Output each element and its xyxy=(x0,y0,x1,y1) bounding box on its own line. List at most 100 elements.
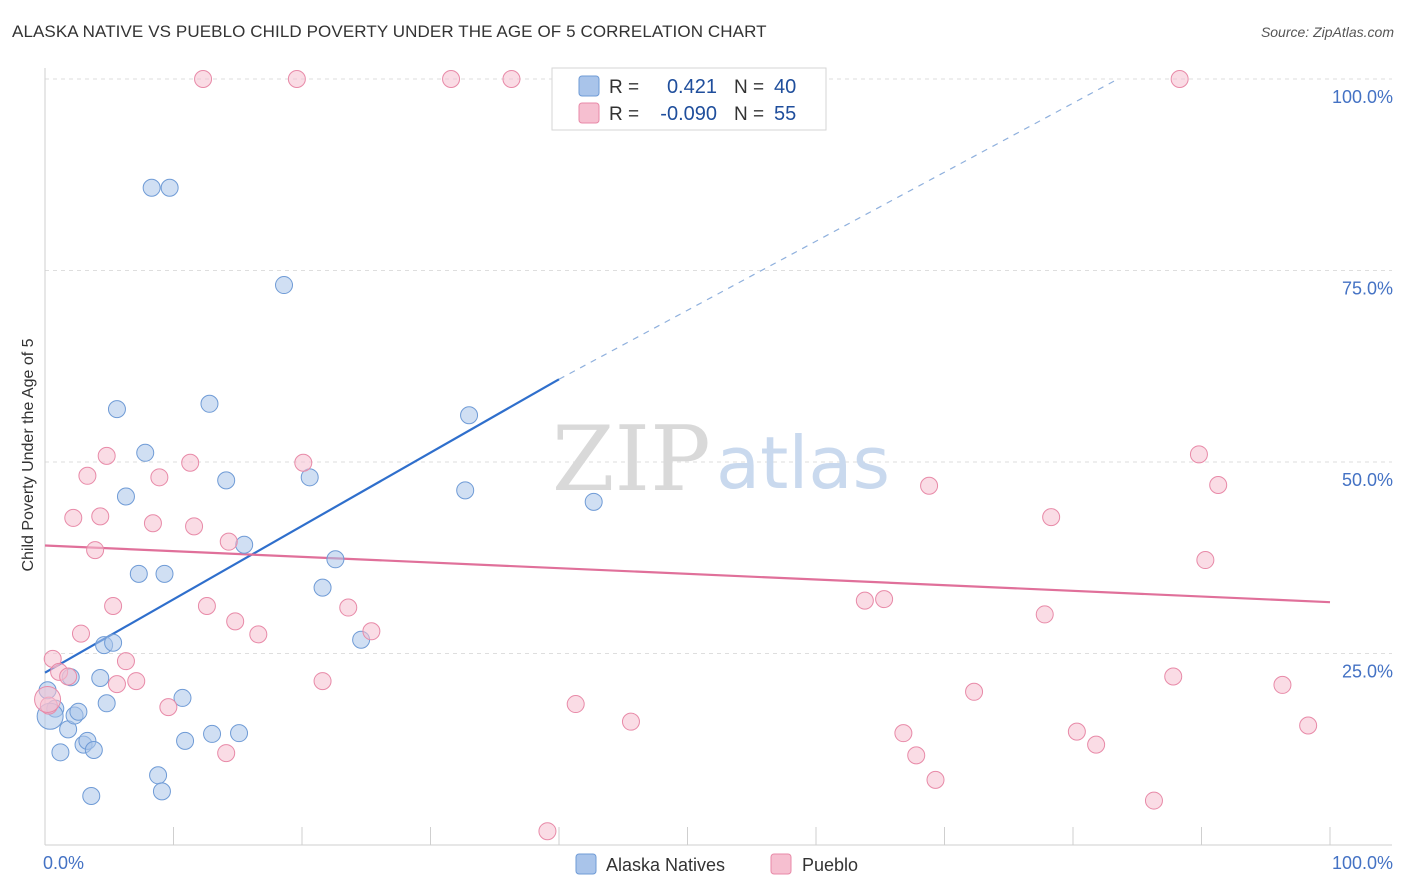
point-pueblo-41 xyxy=(965,682,984,701)
point-pueblo-47 xyxy=(1164,667,1183,686)
ticks-layer: 25.0% 50.0% 75.0% 100.0% 0.0% 100.0% xyxy=(43,87,1393,873)
point-pueblo-15 xyxy=(150,468,169,487)
grid-layer xyxy=(45,78,1392,654)
point-alaska-natives-17 xyxy=(129,564,148,583)
legend-label-pueblo: Pueblo xyxy=(802,855,858,875)
point-pueblo-11 xyxy=(107,675,126,694)
point-pueblo-42 xyxy=(1035,605,1054,624)
point-pueblo-27 xyxy=(313,672,332,691)
point-alaska-natives-14 xyxy=(104,633,123,652)
y-tick-label-3: 100.0% xyxy=(1332,87,1393,107)
point-pueblo-50 xyxy=(1196,551,1215,570)
point-pueblo-18 xyxy=(185,517,204,536)
point-alaska-natives-2 xyxy=(51,743,70,762)
stats-legend-swatch-pueblo xyxy=(578,102,600,124)
point-pueblo-9 xyxy=(97,446,116,465)
point-pueblo-32 xyxy=(538,822,557,841)
point-pueblo-19 xyxy=(194,70,213,88)
legend-swatch-alaska-natives xyxy=(575,853,597,875)
point-pueblo-36 xyxy=(875,590,894,609)
point-pueblo-45 xyxy=(1087,735,1106,754)
stats-r-label-alaska: R = xyxy=(609,77,639,98)
trendline-extension-alaska-natives xyxy=(558,78,1119,380)
trend-layer xyxy=(44,78,1331,674)
point-pueblo-5 xyxy=(71,624,90,643)
point-alaska-natives-11 xyxy=(91,669,110,688)
point-pueblo-43 xyxy=(1042,508,1061,527)
point-pueblo-22 xyxy=(219,532,238,551)
legend-swatch-pueblo xyxy=(770,853,792,875)
point-alaska-natives-36 xyxy=(456,481,475,500)
point-pueblo-52 xyxy=(1273,675,1292,694)
stats-legend-swatch-alaska xyxy=(578,75,600,97)
point-alaska-natives-20 xyxy=(149,766,168,785)
point-pueblo-46 xyxy=(1144,791,1163,810)
point-alaska-natives-34 xyxy=(326,550,345,569)
stats-n-value-pueblo: 55 xyxy=(774,103,796,125)
point-alaska-natives-31 xyxy=(275,276,294,295)
point-alaska-natives-18 xyxy=(136,443,155,462)
bottom-legend: Alaska Natives Pueblo xyxy=(575,853,858,875)
stats-r-label-pueblo: R = xyxy=(609,104,639,125)
point-pueblo-21 xyxy=(217,744,236,763)
trendline-alaska-natives xyxy=(44,378,560,674)
point-pueblo-20 xyxy=(197,597,216,616)
point-alaska-natives-27 xyxy=(203,724,222,743)
point-pueblo-39 xyxy=(920,476,939,495)
point-pueblo-54 xyxy=(34,685,62,713)
watermark-zip: ZIP xyxy=(552,407,711,512)
point-pueblo-16 xyxy=(159,698,178,717)
point-pueblo-49 xyxy=(1189,445,1208,464)
point-alaska-natives-9 xyxy=(82,786,101,805)
point-alaska-natives-15 xyxy=(107,400,126,419)
point-pueblo-44 xyxy=(1067,722,1086,741)
stats-n-label-alaska: N = xyxy=(734,77,764,98)
point-pueblo-33 xyxy=(566,695,585,714)
point-pueblo-3 xyxy=(59,667,78,686)
point-alaska-natives-37 xyxy=(460,406,479,425)
point-pueblo-24 xyxy=(249,625,268,644)
point-alaska-natives-24 xyxy=(173,688,192,707)
point-pueblo-23 xyxy=(226,612,245,631)
points-layer xyxy=(34,70,1318,841)
point-pueblo-14 xyxy=(143,514,162,533)
stats-n-label-pueblo: N = xyxy=(734,104,764,125)
point-pueblo-40 xyxy=(926,770,945,789)
y-tick-label-1: 50.0% xyxy=(1342,470,1393,490)
x-tick-label-1: 100.0% xyxy=(1332,853,1393,873)
stats-r-value-alaska: 0.421 xyxy=(667,76,717,98)
point-alaska-natives-29 xyxy=(230,724,249,743)
point-alaska-natives-30 xyxy=(235,535,254,554)
chart-source: Source: ZipAtlas.com xyxy=(1260,24,1394,40)
point-alaska-natives-23 xyxy=(160,178,179,197)
watermark-atlas: atlas xyxy=(716,421,890,505)
y-axis-title: Child Poverty Under the Age of 5 xyxy=(20,338,37,571)
point-pueblo-6 xyxy=(78,466,97,485)
point-pueblo-31 xyxy=(502,70,521,88)
legend-label-alaska-natives: Alaska Natives xyxy=(606,855,725,875)
x-tick-label-0: 0.0% xyxy=(43,853,84,873)
point-pueblo-38 xyxy=(907,746,926,765)
point-alaska-natives-16 xyxy=(116,487,135,506)
point-pueblo-29 xyxy=(362,622,381,641)
point-alaska-natives-6 xyxy=(69,702,88,721)
trendline-pueblo xyxy=(44,544,1331,604)
stats-legend: R = 0.421 N = 40 R = -0.090 N = 55 xyxy=(551,67,827,131)
stats-n-value-alaska: 40 xyxy=(774,76,796,98)
y-tick-label-2: 75.0% xyxy=(1342,279,1393,299)
point-pueblo-12 xyxy=(116,652,135,671)
point-pueblo-10 xyxy=(104,597,123,616)
watermark: ZIP atlas xyxy=(552,407,890,512)
point-pueblo-35 xyxy=(855,591,874,610)
stats-r-value-pueblo: -0.090 xyxy=(660,103,717,125)
point-pueblo-53 xyxy=(1299,716,1318,735)
point-pueblo-13 xyxy=(127,672,146,691)
point-alaska-natives-26 xyxy=(200,394,219,413)
point-pueblo-25 xyxy=(287,70,306,88)
chart-title: ALASKA NATIVE VS PUEBLO CHILD POVERTY UN… xyxy=(12,22,767,41)
point-pueblo-34 xyxy=(621,712,640,731)
point-pueblo-30 xyxy=(442,70,461,88)
point-pueblo-37 xyxy=(894,724,913,743)
point-pueblo-4 xyxy=(64,508,83,527)
